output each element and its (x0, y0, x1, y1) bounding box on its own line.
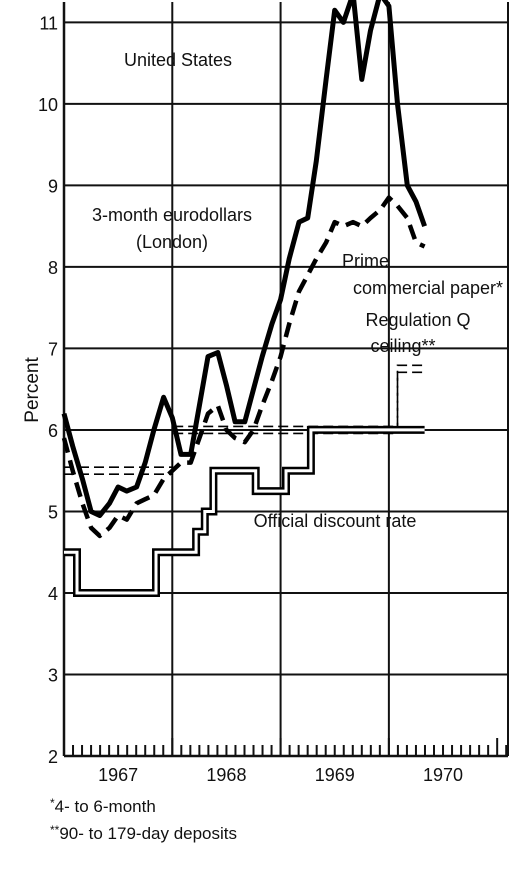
y-axis-label: Percent (22, 357, 43, 423)
y-tick-label-8: 8 (48, 258, 58, 278)
series-line-official-discount-rate (64, 425, 425, 597)
annotation-eurodollars-line2: (London) (136, 232, 208, 252)
y-tick-label-9: 9 (48, 176, 58, 196)
annotation-united-states: United States (124, 50, 232, 70)
series-line-official-discount-rate-inner (64, 428, 425, 595)
annotation-regq-line1: Regulation Q (365, 310, 470, 330)
x-tick-label-1969: 1969 (315, 765, 355, 785)
series-line-prime-commercial-paper (61, 195, 426, 539)
grid (64, 2, 508, 756)
annotation-eurodollars-line1: 3-month eurodollars (92, 205, 252, 225)
labels: Percent United States 3-month eurodollar… (22, 50, 503, 531)
y-tick-label-7: 7 (48, 339, 58, 359)
series-line-3-month-eurodollars-london (61, 0, 427, 518)
annotation-discount-rate: Official discount rate (254, 511, 417, 531)
footnote-1-mark: * (50, 796, 55, 810)
footnote-2: **90- to 179-day deposits (50, 823, 237, 844)
y-tick-label-11: 11 (39, 13, 58, 33)
y-tick-label-4: 4 (48, 584, 58, 604)
y-tick-label-3: 3 (48, 665, 58, 685)
axes: 2 3 4 5 6 7 8 9 10 11 1967 1968 1969 1970 (38, 2, 509, 785)
annotation-prime-line2: commercial paper* (353, 278, 503, 298)
x-tick-label-1970: 1970 (423, 765, 463, 785)
series-line-regulation-q-ceiling-stroke (64, 364, 425, 469)
footnote-1-text: 4- to 6-month (54, 797, 156, 816)
x-tick-label-1967: 1967 (98, 765, 138, 785)
y-tick-label-2: 2 (48, 747, 58, 767)
annotation-prime-line1: Prime (342, 251, 389, 271)
y-tick-label-5: 5 (48, 502, 58, 522)
series-line-regulation-q-ceiling (64, 364, 425, 476)
y-tick-label-6: 6 (48, 421, 58, 441)
footnote-1: *4- to 6-month (50, 796, 156, 817)
series-line-regulation-q-ceiling-stroke (64, 371, 425, 476)
annotation-regq-line2: ceiling** (370, 336, 435, 356)
y-tick-label-10: 10 (38, 95, 58, 115)
footnote-2-text: 90- to 179-day deposits (59, 824, 238, 843)
footnote-2-mark: ** (50, 823, 60, 837)
x-tick-label-1968: 1968 (206, 765, 246, 785)
series-group (61, 0, 427, 597)
